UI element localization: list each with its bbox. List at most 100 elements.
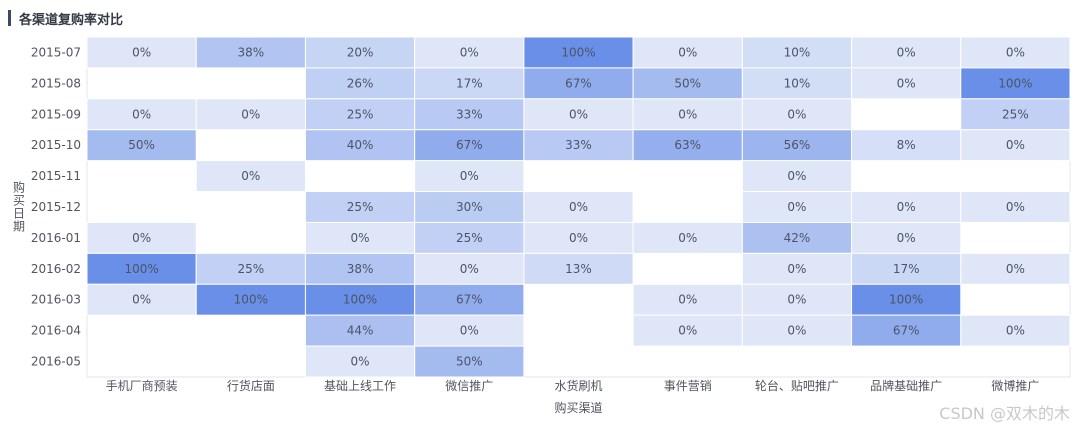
y-tick-label: 2015-10 xyxy=(31,138,81,152)
y-axis-title-char: 日 xyxy=(13,207,25,221)
cell-value-label: 0% xyxy=(1006,138,1025,152)
cell-value-label: 33% xyxy=(565,138,592,152)
heatmap-cell xyxy=(960,129,1071,162)
cell-value-label: 25% xyxy=(456,231,483,245)
heatmap-cell xyxy=(414,283,525,316)
heatmap-cell xyxy=(414,221,525,254)
heatmap-cell xyxy=(851,67,962,100)
heatmap-cell xyxy=(414,160,525,193)
heatmap-cell xyxy=(86,36,197,69)
cell-value-label: 20% xyxy=(347,45,374,59)
cell-value-label: 0% xyxy=(678,45,697,59)
cell-value-label: 0% xyxy=(678,324,697,338)
y-tick-label: 2015-09 xyxy=(31,107,81,121)
heatmap-cell xyxy=(960,98,1071,131)
cell-value-label: 0% xyxy=(787,324,806,338)
heatmap-cell xyxy=(304,283,416,316)
y-axis-title-char: 买 xyxy=(13,194,25,208)
y-tick-label: 2016-04 xyxy=(31,324,81,338)
heatmap-cell xyxy=(523,191,634,223)
cell-value-label: 67% xyxy=(456,293,483,307)
cell-value-label: 0% xyxy=(460,45,479,59)
heatmap-cell xyxy=(741,283,853,316)
cell-value-label: 0% xyxy=(678,107,697,121)
cell-value-label: 0% xyxy=(897,76,916,90)
cell-value-label: 50% xyxy=(128,138,155,152)
heatmap-cell xyxy=(304,345,416,378)
heatmap-cell xyxy=(632,283,743,316)
cell-value-label: 50% xyxy=(674,76,701,90)
x-tick-label: 行货店面 xyxy=(227,378,275,393)
heatmap-cell xyxy=(632,36,743,69)
heatmap-cell xyxy=(86,129,197,162)
heatmap-cell xyxy=(851,191,962,223)
heatmap-cell xyxy=(414,36,525,69)
cell-value-label: 25% xyxy=(237,262,264,276)
y-tick-label: 2016-02 xyxy=(31,262,81,276)
cell-value-label: 0% xyxy=(787,169,806,183)
heatmap-cell xyxy=(741,252,853,285)
heatmap-cell xyxy=(632,98,743,131)
cell-value-label: 10% xyxy=(784,45,811,59)
heatmap-cell xyxy=(414,98,525,131)
cell-value-label: 33% xyxy=(456,107,483,121)
heatmap-cell xyxy=(195,98,306,131)
cell-value-label: 8% xyxy=(897,138,916,152)
heatmap-cell xyxy=(414,191,525,223)
cell-value-label: 42% xyxy=(784,231,811,245)
cell-value-label: 25% xyxy=(347,107,374,121)
cell-value-label: 63% xyxy=(674,138,701,152)
cell-value-label: 0% xyxy=(787,200,806,214)
y-tick-label: 2015-11 xyxy=(31,169,81,183)
cell-value-label: 17% xyxy=(456,76,483,90)
chart-title-text: 各渠道复购率对比 xyxy=(19,12,124,28)
heatmap-cell xyxy=(304,129,416,162)
x-tick-label: 轮台、贴吧推广 xyxy=(755,378,839,393)
cell-value-label: 13% xyxy=(565,262,592,276)
heatmap-cell xyxy=(86,283,197,316)
cell-value-label: 0% xyxy=(678,293,697,307)
heatmap-cell xyxy=(523,129,634,162)
cell-value-label: 0% xyxy=(132,45,151,59)
cell-value-label: 100% xyxy=(998,76,1032,90)
y-tick-label: 2015-08 xyxy=(31,76,81,90)
y-tick-label: 2015-12 xyxy=(31,200,81,214)
heatmap-cell xyxy=(632,67,743,100)
heatmap-cell xyxy=(523,67,634,100)
cell-value-label: 0% xyxy=(1006,200,1025,214)
x-axis-title: 购买渠道 xyxy=(554,400,602,415)
cell-value-label: 0% xyxy=(787,107,806,121)
cell-value-label: 38% xyxy=(347,262,374,276)
heatmap-cell xyxy=(304,98,416,131)
cell-value-label: 0% xyxy=(460,324,479,338)
cell-value-label: 0% xyxy=(241,169,260,183)
cell-value-label: 0% xyxy=(897,231,916,245)
x-tick-label: 微信推广 xyxy=(445,379,493,393)
cell-value-label: 30% xyxy=(456,200,483,214)
watermark: CSDN @双木的木 xyxy=(939,404,1070,423)
title-accent-bar xyxy=(8,10,11,26)
cell-value-label: 44% xyxy=(347,324,374,338)
cell-value-label: 0% xyxy=(132,293,151,307)
heatmap-cell xyxy=(414,67,525,100)
cell-value-label: 0% xyxy=(460,262,479,276)
chart-title: 各渠道复购率对比 xyxy=(8,9,124,28)
heatmap-cell xyxy=(741,191,853,223)
cell-value-label: 0% xyxy=(241,107,260,121)
heatmap-cell xyxy=(523,252,634,285)
heatmap-cell xyxy=(632,221,743,254)
x-tick-label: 水货刷机 xyxy=(554,378,602,393)
heatmap-cell xyxy=(414,345,525,378)
heatmap-cell xyxy=(86,221,197,254)
cell-value-label: 50% xyxy=(456,355,483,369)
y-axis-title-char: 期 xyxy=(13,220,25,234)
cell-value-label: 100% xyxy=(561,45,595,59)
y-tick-label: 2016-01 xyxy=(31,231,81,245)
cell-value-label: 10% xyxy=(784,76,811,90)
cell-value-label: 0% xyxy=(1006,45,1025,59)
cell-value-label: 0% xyxy=(569,231,588,245)
cell-value-label: 67% xyxy=(893,324,920,338)
heatmap-cell xyxy=(960,314,1071,347)
cell-value-label: 0% xyxy=(897,45,916,59)
x-tick-label: 基础上线工作 xyxy=(324,379,396,393)
